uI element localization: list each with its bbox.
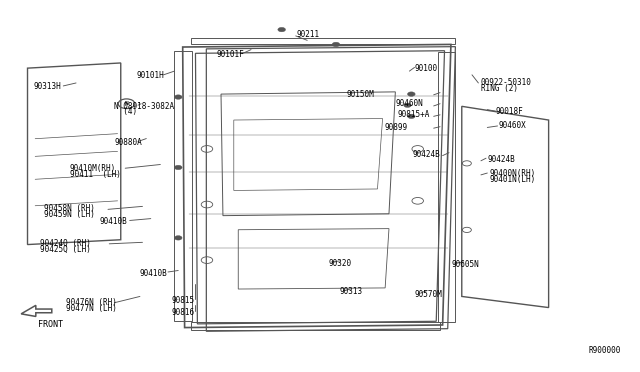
Text: 90313: 90313 bbox=[340, 287, 363, 296]
Text: 90880A: 90880A bbox=[115, 138, 142, 147]
Text: 00922-50310: 00922-50310 bbox=[481, 78, 532, 87]
Text: 90101H: 90101H bbox=[136, 71, 164, 80]
Circle shape bbox=[174, 95, 182, 99]
Text: R900000: R900000 bbox=[588, 346, 621, 355]
Text: N: N bbox=[125, 101, 129, 106]
Text: 90101F: 90101F bbox=[216, 50, 244, 59]
Text: 90320: 90320 bbox=[329, 259, 352, 267]
Text: FRONT: FRONT bbox=[38, 320, 63, 329]
Text: 90401N(LH): 90401N(LH) bbox=[490, 175, 536, 184]
Text: 90605N: 90605N bbox=[452, 260, 479, 269]
Text: 90424Q (RH): 90424Q (RH) bbox=[40, 239, 91, 248]
Text: 90476N (RH): 90476N (RH) bbox=[66, 298, 116, 307]
Text: 90211: 90211 bbox=[296, 30, 319, 39]
Text: 90460N: 90460N bbox=[396, 99, 423, 108]
Circle shape bbox=[408, 114, 415, 119]
Text: 90410B: 90410B bbox=[140, 269, 168, 278]
Text: 90459N (LH): 90459N (LH) bbox=[44, 211, 95, 219]
Text: 90100: 90100 bbox=[415, 64, 438, 73]
Text: 90816: 90816 bbox=[172, 308, 195, 317]
Text: (4): (4) bbox=[115, 108, 138, 116]
Text: 90410B: 90410B bbox=[100, 217, 127, 226]
Text: RING (2): RING (2) bbox=[481, 84, 518, 93]
Text: 90400N(RH): 90400N(RH) bbox=[490, 169, 536, 177]
Text: 90018F: 90018F bbox=[495, 107, 524, 116]
Text: 90570M: 90570M bbox=[415, 290, 442, 299]
Text: 90424B: 90424B bbox=[487, 155, 515, 164]
Text: 90815: 90815 bbox=[172, 296, 195, 305]
Circle shape bbox=[174, 165, 182, 170]
Circle shape bbox=[332, 42, 340, 46]
Circle shape bbox=[174, 235, 182, 240]
Text: 90458N (RH): 90458N (RH) bbox=[44, 205, 95, 214]
Circle shape bbox=[404, 103, 412, 108]
Text: N 08918-3082A: N 08918-3082A bbox=[115, 102, 175, 111]
Text: 90313H: 90313H bbox=[34, 82, 61, 91]
Text: 90425Q (LH): 90425Q (LH) bbox=[40, 245, 91, 254]
Text: 90460X: 90460X bbox=[498, 122, 526, 131]
Text: 90411  (LH): 90411 (LH) bbox=[70, 170, 120, 179]
Circle shape bbox=[408, 92, 415, 96]
Text: 90410M(RH): 90410M(RH) bbox=[70, 164, 116, 173]
Text: 90815+A: 90815+A bbox=[397, 110, 429, 119]
Circle shape bbox=[278, 28, 285, 32]
Text: 90150M: 90150M bbox=[347, 90, 374, 99]
Text: 90899: 90899 bbox=[385, 123, 408, 132]
Text: 90477N (LH): 90477N (LH) bbox=[66, 304, 116, 313]
Text: 90424B: 90424B bbox=[413, 150, 440, 159]
